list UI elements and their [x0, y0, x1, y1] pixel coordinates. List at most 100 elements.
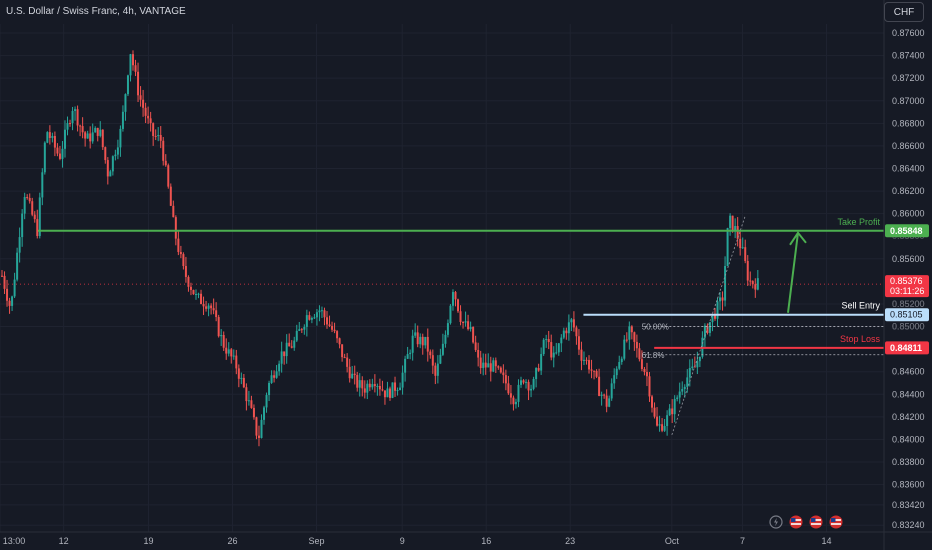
candle-body [280, 351, 283, 364]
candle-body [192, 289, 195, 295]
projection-arrow-head [789, 231, 807, 246]
sell-entry-price-box [885, 308, 929, 322]
candle-body [222, 335, 225, 348]
candle-body [416, 332, 419, 345]
candle-body [124, 94, 127, 112]
candle-body [363, 388, 366, 393]
price-tick-label: 0.85600 [892, 254, 925, 264]
candle-body [263, 407, 266, 420]
candle-body [43, 142, 46, 173]
candle-body [101, 129, 104, 148]
candle-body [167, 165, 170, 187]
candle-body [310, 317, 313, 320]
candle-body [172, 205, 175, 218]
candle-body [716, 301, 719, 319]
chart-title: U.S. Dollar / Swiss Franc, 4h, VANTAGE [6, 6, 186, 17]
fib-level-label: 61.8% [642, 351, 665, 360]
candle-body [265, 395, 268, 408]
candle-body [303, 326, 306, 330]
candle-body [598, 376, 601, 396]
price-tick-label: 0.86800 [892, 118, 925, 128]
candle-body [557, 343, 560, 353]
chart-toolbar [768, 514, 844, 530]
candle-body [368, 383, 371, 388]
candle-body [623, 339, 626, 359]
candle-body [63, 129, 66, 149]
candle-body [618, 362, 621, 369]
candle-body [451, 292, 454, 306]
candle-body [441, 343, 444, 355]
time-tick-label: 26 [227, 536, 237, 546]
fib-trend-line [671, 215, 746, 436]
candle-body [285, 342, 288, 357]
candle-body [446, 323, 449, 335]
candle-body [615, 368, 618, 376]
candle-body [640, 359, 643, 369]
candle-body [711, 314, 714, 323]
candle-body [751, 281, 754, 285]
projection-arrow [787, 232, 799, 313]
candle-body [464, 321, 467, 323]
candle-body [527, 381, 530, 391]
time-tick-label: 9 [400, 536, 405, 546]
candle-body [678, 391, 681, 398]
candle-body [119, 128, 122, 148]
candle-body [502, 372, 505, 376]
candle-body [739, 238, 742, 249]
candle-body [633, 332, 636, 342]
candle-body [320, 310, 323, 312]
candle-body [220, 335, 223, 337]
candle-body [494, 360, 497, 367]
candle-body [399, 387, 402, 391]
candle-body [560, 337, 563, 344]
candle-body [313, 317, 316, 319]
time-tick-label: 19 [144, 536, 154, 546]
current-price-tag: 0.85376 [890, 276, 923, 286]
candle-body [605, 395, 608, 407]
candle-body [114, 154, 117, 157]
candle-body [676, 397, 679, 400]
flag-icon[interactable] [808, 514, 824, 530]
candle-body [210, 305, 213, 309]
candle-body [111, 156, 114, 172]
candle-body [638, 348, 641, 360]
candle-body [358, 380, 361, 388]
candle-body [212, 308, 215, 311]
candle-body [535, 368, 538, 379]
candle-body [542, 339, 545, 355]
candle-body [275, 371, 278, 378]
candle-body [391, 382, 394, 398]
candle-body [530, 388, 533, 391]
candle-body [588, 360, 591, 370]
lightning-icon[interactable] [768, 514, 784, 530]
candle-body [227, 349, 230, 354]
candle-body [497, 366, 500, 368]
candle-body [61, 148, 64, 159]
candle-body [696, 361, 699, 368]
candle-body [235, 355, 238, 369]
candle-body [404, 358, 407, 373]
price-tick-label: 0.86600 [892, 141, 925, 151]
candle-body [741, 247, 744, 249]
candle-body [205, 306, 208, 309]
candle-body [406, 354, 409, 359]
flag-icon[interactable] [788, 514, 804, 530]
candle-body [278, 363, 281, 372]
candle-body [550, 342, 553, 358]
flag-icon[interactable] [828, 514, 844, 530]
candle-body [378, 386, 381, 390]
candle-body [217, 317, 220, 337]
candle-body [147, 115, 150, 119]
candle-body [686, 377, 689, 387]
candle-body [273, 375, 276, 378]
candle-body [268, 382, 271, 396]
candle-body [132, 54, 135, 66]
currency-button[interactable]: CHF [884, 2, 924, 22]
candle-body [323, 310, 326, 318]
candle-body [41, 172, 44, 198]
candle-body [295, 330, 298, 341]
candle-body [240, 377, 243, 379]
time-tick-label: 7 [740, 536, 745, 546]
candle-body [8, 300, 11, 306]
